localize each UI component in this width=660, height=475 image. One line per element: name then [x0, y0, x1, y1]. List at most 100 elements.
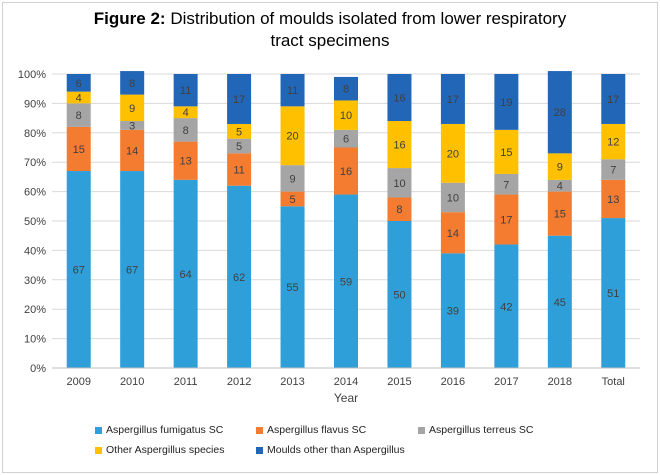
data-label: 11 — [180, 85, 191, 97]
data-label: 9 — [557, 162, 563, 174]
data-label: 6 — [343, 134, 349, 146]
bar-segment — [334, 194, 358, 368]
data-label: 8 — [343, 84, 349, 96]
data-label: 10 — [393, 178, 405, 190]
bar-segment — [66, 91, 91, 104]
bar-segment — [547, 235, 572, 368]
data-label: 12 — [607, 137, 619, 149]
data-label: 11 — [233, 165, 244, 177]
legend-swatch — [256, 446, 263, 454]
bar-segment — [601, 74, 626, 124]
y-tick-label: 70% — [24, 157, 46, 169]
bar-segment — [227, 138, 252, 154]
bar-segment — [547, 179, 572, 192]
data-label: 17 — [233, 94, 245, 106]
data-label: 4 — [76, 93, 82, 105]
bar-segment — [494, 129, 519, 174]
bar-segment — [334, 129, 358, 148]
data-label: 67 — [126, 265, 138, 277]
data-label: 16 — [393, 140, 405, 152]
y-tick-label: 0% — [30, 363, 46, 375]
data-label: 59 — [340, 276, 352, 288]
legend-label: Other Aspergillus species — [106, 444, 225, 456]
bar-segment — [494, 194, 519, 245]
legend-swatch — [95, 446, 102, 454]
data-labels: 6715846671439864138411621155175559201159… — [73, 78, 620, 318]
legend-label: Moulds other than Aspergillus — [267, 444, 405, 456]
x-tick-label: 2015 — [387, 376, 411, 388]
bar-segment — [280, 191, 305, 207]
bar-segment — [120, 171, 145, 368]
data-label: 17 — [500, 215, 512, 227]
x-tick-label: 2013 — [280, 376, 304, 388]
bar-segment — [173, 141, 198, 180]
bar-segment — [601, 123, 626, 160]
bar-segment — [601, 218, 626, 368]
x-tick-label: 2016 — [441, 376, 465, 388]
x-tick-label: 2009 — [66, 376, 90, 388]
bar-segment — [120, 71, 145, 95]
bar-segment — [120, 94, 145, 122]
bar-segment — [440, 212, 465, 254]
data-label: 16 — [393, 93, 405, 105]
bar-segment — [227, 153, 252, 186]
data-label: 17 — [447, 94, 459, 106]
data-label: 20 — [447, 148, 459, 160]
bar-segment — [227, 123, 252, 139]
y-tick-label: 50% — [24, 216, 46, 228]
data-label: 13 — [607, 194, 619, 206]
data-label: 7 — [503, 179, 509, 191]
y-tick-label: 40% — [24, 245, 46, 257]
bar-segment — [494, 173, 519, 195]
data-label: 62 — [233, 272, 245, 284]
data-label: 9 — [129, 103, 135, 115]
legend-swatch — [418, 426, 425, 434]
bar-segment — [494, 74, 519, 130]
legend-label: Aspergillus flavus SC — [267, 424, 367, 436]
data-label: 39 — [447, 306, 459, 318]
y-tick-label: 10% — [24, 334, 46, 346]
x-tick-label: 2011 — [174, 376, 198, 388]
data-label: 51 — [607, 288, 619, 300]
bar-segment — [387, 221, 412, 368]
legend-item-terreus: Aspergillus terreus SC — [418, 424, 533, 436]
data-label: 5 — [236, 141, 242, 153]
bar-segment — [227, 185, 252, 368]
x-axis-title: Year — [334, 391, 358, 405]
data-label: 15 — [73, 144, 85, 156]
legend-item-other-aspergillus: Other Aspergillus species — [95, 444, 224, 456]
data-label: 15 — [554, 209, 566, 221]
data-label: 10 — [340, 110, 352, 122]
data-label: 28 — [554, 107, 566, 119]
bar-segment — [387, 74, 412, 122]
data-label: 42 — [500, 301, 512, 313]
title-line2: tract specimens — [270, 31, 390, 50]
y-tick-label: 30% — [24, 275, 46, 287]
bar-segment — [601, 179, 626, 219]
data-label: 20 — [286, 131, 298, 143]
bar-segment — [334, 147, 358, 195]
data-label: 16 — [340, 166, 352, 178]
bar-segment — [120, 129, 145, 172]
bar-segment — [387, 168, 412, 198]
bar-segment — [227, 74, 252, 124]
legend-label: Aspergillus terreus SC — [429, 424, 534, 436]
bar-segment — [547, 191, 572, 236]
data-label: 7 — [610, 165, 616, 177]
bar-segment — [334, 76, 358, 101]
bar-segment — [280, 165, 305, 192]
bar-segment — [440, 182, 465, 213]
data-label: 13 — [180, 156, 192, 168]
axes: 0%10%20%30%40%50%60%70%80%90%100%2009 201… — [18, 69, 640, 405]
data-label: 5 — [289, 194, 295, 206]
bar-segment — [66, 171, 91, 368]
chart-title: Figure 2: Distribution of moulds isolate… — [0, 8, 660, 52]
y-tick-label: 100% — [18, 69, 46, 81]
legend-item-flavus: Aspergillus flavus SC — [256, 424, 366, 436]
x-tick-label: Total — [602, 376, 625, 388]
data-label: 8 — [183, 125, 189, 137]
legend-swatch — [95, 426, 102, 434]
bar-segment — [440, 74, 465, 124]
legend-item-fumigatus: Aspergillus fumigatus SC — [95, 424, 223, 436]
